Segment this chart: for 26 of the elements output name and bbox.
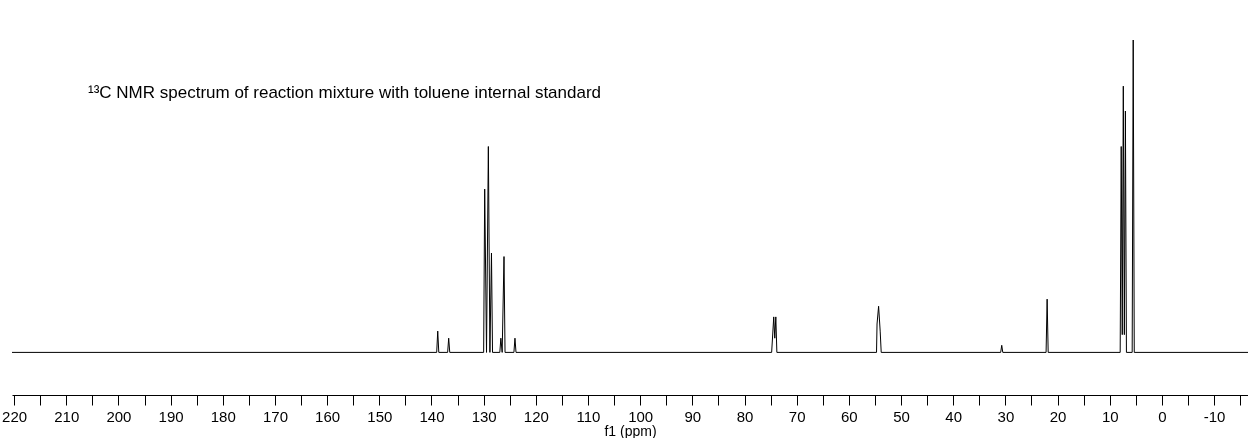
x-tick-label: 10	[1101, 407, 1119, 425]
x-tick-label: 80	[736, 407, 754, 425]
x-tick-label: 210	[54, 407, 80, 425]
x-tick-label: 150	[367, 407, 393, 425]
x-tick-label: 90	[684, 407, 702, 425]
x-tick-label: 20	[1049, 407, 1067, 425]
x-tick-label: 120	[523, 407, 549, 425]
x-tick-label: 170	[262, 407, 288, 425]
x-tick-label: 70	[788, 407, 806, 425]
x-tick-label: 40	[945, 407, 963, 425]
annotation: ¹³C NMR spectrum of reaction mixture with toluene internal standard	[88, 83, 602, 102]
x-tick-label: 200	[106, 407, 132, 425]
x-tick-label: 220	[2, 407, 28, 425]
x-tick-label: 50	[893, 407, 910, 425]
x-tick-label: 100	[628, 407, 654, 425]
x-tick-label: 180	[210, 407, 236, 425]
x-tick-label: 110	[576, 407, 601, 425]
x-tick-label: 30	[997, 407, 1015, 425]
x-tick-label: 160	[315, 407, 341, 425]
x-tick-label: 190	[158, 407, 184, 425]
x-tick-label: 140	[419, 407, 445, 425]
x-tick-label: 60	[841, 407, 858, 425]
x-axis-title: f1 (ppm)	[604, 422, 657, 438]
x-tick-label: 0	[1158, 407, 1167, 425]
x-tick-label: -10	[1203, 407, 1226, 425]
x-tick-label: 130	[471, 407, 497, 425]
